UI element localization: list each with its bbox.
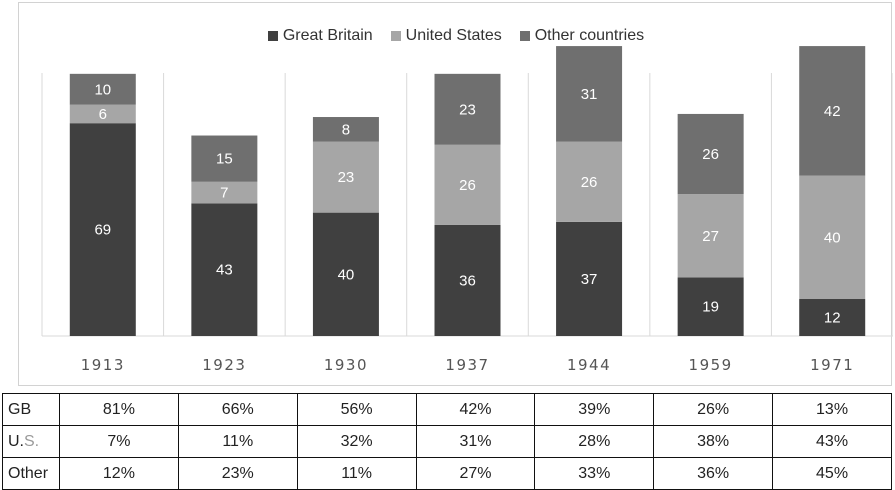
bar-segment-great-britain <box>556 221 623 336</box>
legend-swatch-united-states <box>390 31 401 41</box>
table-cell: 32% <box>296 425 417 458</box>
data-label-great-britain: 40 <box>338 266 355 283</box>
data-label-other-countries: 26 <box>702 146 719 163</box>
table-cell: 38% <box>653 425 774 458</box>
bar-segment-other-countries <box>799 46 866 176</box>
data-label-other-countries: 23 <box>459 101 476 118</box>
legend-item-great-britain: Great Britain <box>267 27 373 45</box>
legend-swatch-other-countries <box>519 31 530 41</box>
table-cell: 11% <box>296 457 417 490</box>
data-label-great-britain: 43 <box>216 262 233 279</box>
bar-segment-other-countries <box>69 73 136 105</box>
table-cell: 81% <box>59 393 179 426</box>
table-cell: 33% <box>534 457 655 490</box>
table-cell: 39% <box>534 393 655 426</box>
legend-label-united-states: United States <box>405 27 502 44</box>
data-label-great-britain: 12 <box>824 309 841 326</box>
table-cell: 45% <box>772 457 892 490</box>
data-label-great-britain: 37 <box>581 271 598 288</box>
table-cell: 11% <box>177 425 298 458</box>
row-label-us-part2: S. <box>24 432 40 450</box>
bar-segment-united-states <box>434 144 501 225</box>
data-label-united-states: 27 <box>702 228 719 245</box>
x-tick-label: 1913 <box>81 356 125 374</box>
table-cell: 12% <box>59 457 179 490</box>
row-label-gb: GB <box>2 393 60 426</box>
data-label-united-states: 26 <box>581 174 598 191</box>
row-label-us-part1: U. <box>8 432 24 450</box>
x-tick-label: 1944 <box>567 356 611 374</box>
table-cell: 66% <box>177 393 298 426</box>
data-label-united-states: 7 <box>220 185 228 202</box>
table-cell: 27% <box>415 457 536 490</box>
table-cell: 13% <box>772 393 892 426</box>
bar-segment-other-countries <box>434 73 501 145</box>
data-label-united-states: 23 <box>338 169 355 186</box>
data-label-other-countries: 10 <box>94 81 111 98</box>
table-cell: 7% <box>59 425 179 458</box>
table-cell: 26% <box>653 393 774 426</box>
table-cell: 31% <box>415 425 536 458</box>
legend-item-united-states: United States <box>390 27 502 45</box>
data-label-other-countries: 8 <box>342 121 350 138</box>
bar-segment-great-britain <box>799 298 866 336</box>
table-row-us: U.S. 7% 11% 32% 31% 28% 38% 43% <box>2 425 892 458</box>
x-tick-label: 1971 <box>810 356 854 374</box>
bar-segment-great-britain <box>434 224 501 336</box>
bar-segment-other-countries <box>556 46 623 142</box>
data-label-united-states: 6 <box>99 106 107 123</box>
bar-segment-other-countries <box>191 135 258 182</box>
table-cell: 36% <box>653 457 774 490</box>
data-label-other-countries: 15 <box>216 151 233 168</box>
stacked-bar-chart: 69 6 10 1913 43 7 15 1923 40 23 8 1930 36 26 23 1937 37 2… <box>41 46 893 374</box>
table-cell: 28% <box>534 425 655 458</box>
row-label-other: Other <box>2 457 60 490</box>
data-label-united-states: 26 <box>459 177 476 194</box>
bar-segment-united-states <box>312 141 379 213</box>
legend-item-other-countries: Other countries <box>519 27 645 45</box>
row-label-us: U.S. <box>2 425 60 458</box>
bar-segment-united-states <box>556 141 623 222</box>
data-label-great-britain: 19 <box>702 299 719 316</box>
legend-label-other-countries: Other countries <box>534 27 645 44</box>
bar-segment-other-countries <box>312 117 379 142</box>
chart-area: Great Britain United States Other countr… <box>18 2 893 386</box>
bar-segment-united-states <box>677 194 744 278</box>
x-tick-label: 1923 <box>202 356 246 374</box>
x-tick-label: 1937 <box>445 356 489 374</box>
bar-segment-great-britain <box>312 212 379 336</box>
bar-segment-united-states <box>799 175 866 299</box>
legend-swatch-great-britain <box>267 31 278 41</box>
legend-label-great-britain: Great Britain <box>282 27 373 44</box>
data-label-great-britain: 69 <box>94 222 111 239</box>
table-cell: 43% <box>772 425 892 458</box>
bar-segment-united-states <box>191 181 258 204</box>
bar-segment-great-britain <box>677 277 744 336</box>
data-label-great-britain: 36 <box>459 272 476 289</box>
x-tick-label: 1959 <box>689 356 733 374</box>
table-cell: 42% <box>415 393 536 426</box>
x-tick-label: 1930 <box>324 356 368 374</box>
bar-segment-great-britain <box>69 123 136 336</box>
bar-segment-united-states <box>69 104 136 124</box>
bar-segment-other-countries <box>677 113 744 195</box>
bar-segment-great-britain <box>191 203 258 336</box>
table-row-other: Other 12% 23% 11% 27% 33% 36% 45% <box>2 457 892 490</box>
table-cell: 23% <box>177 457 298 490</box>
data-label-other-countries: 31 <box>581 86 598 103</box>
percentage-table: GB 81% 66% 56% 42% 39% 26% 13% U.S. 7% 1… <box>2 393 892 490</box>
table-row-gb: GB 81% 66% 56% 42% 39% 26% 13% <box>2 393 892 426</box>
chart-legend: Great Britain United States Other countr… <box>19 25 893 47</box>
data-label-other-countries: 42 <box>824 103 841 120</box>
table-cell: 56% <box>296 393 417 426</box>
data-label-united-states: 40 <box>824 229 841 246</box>
